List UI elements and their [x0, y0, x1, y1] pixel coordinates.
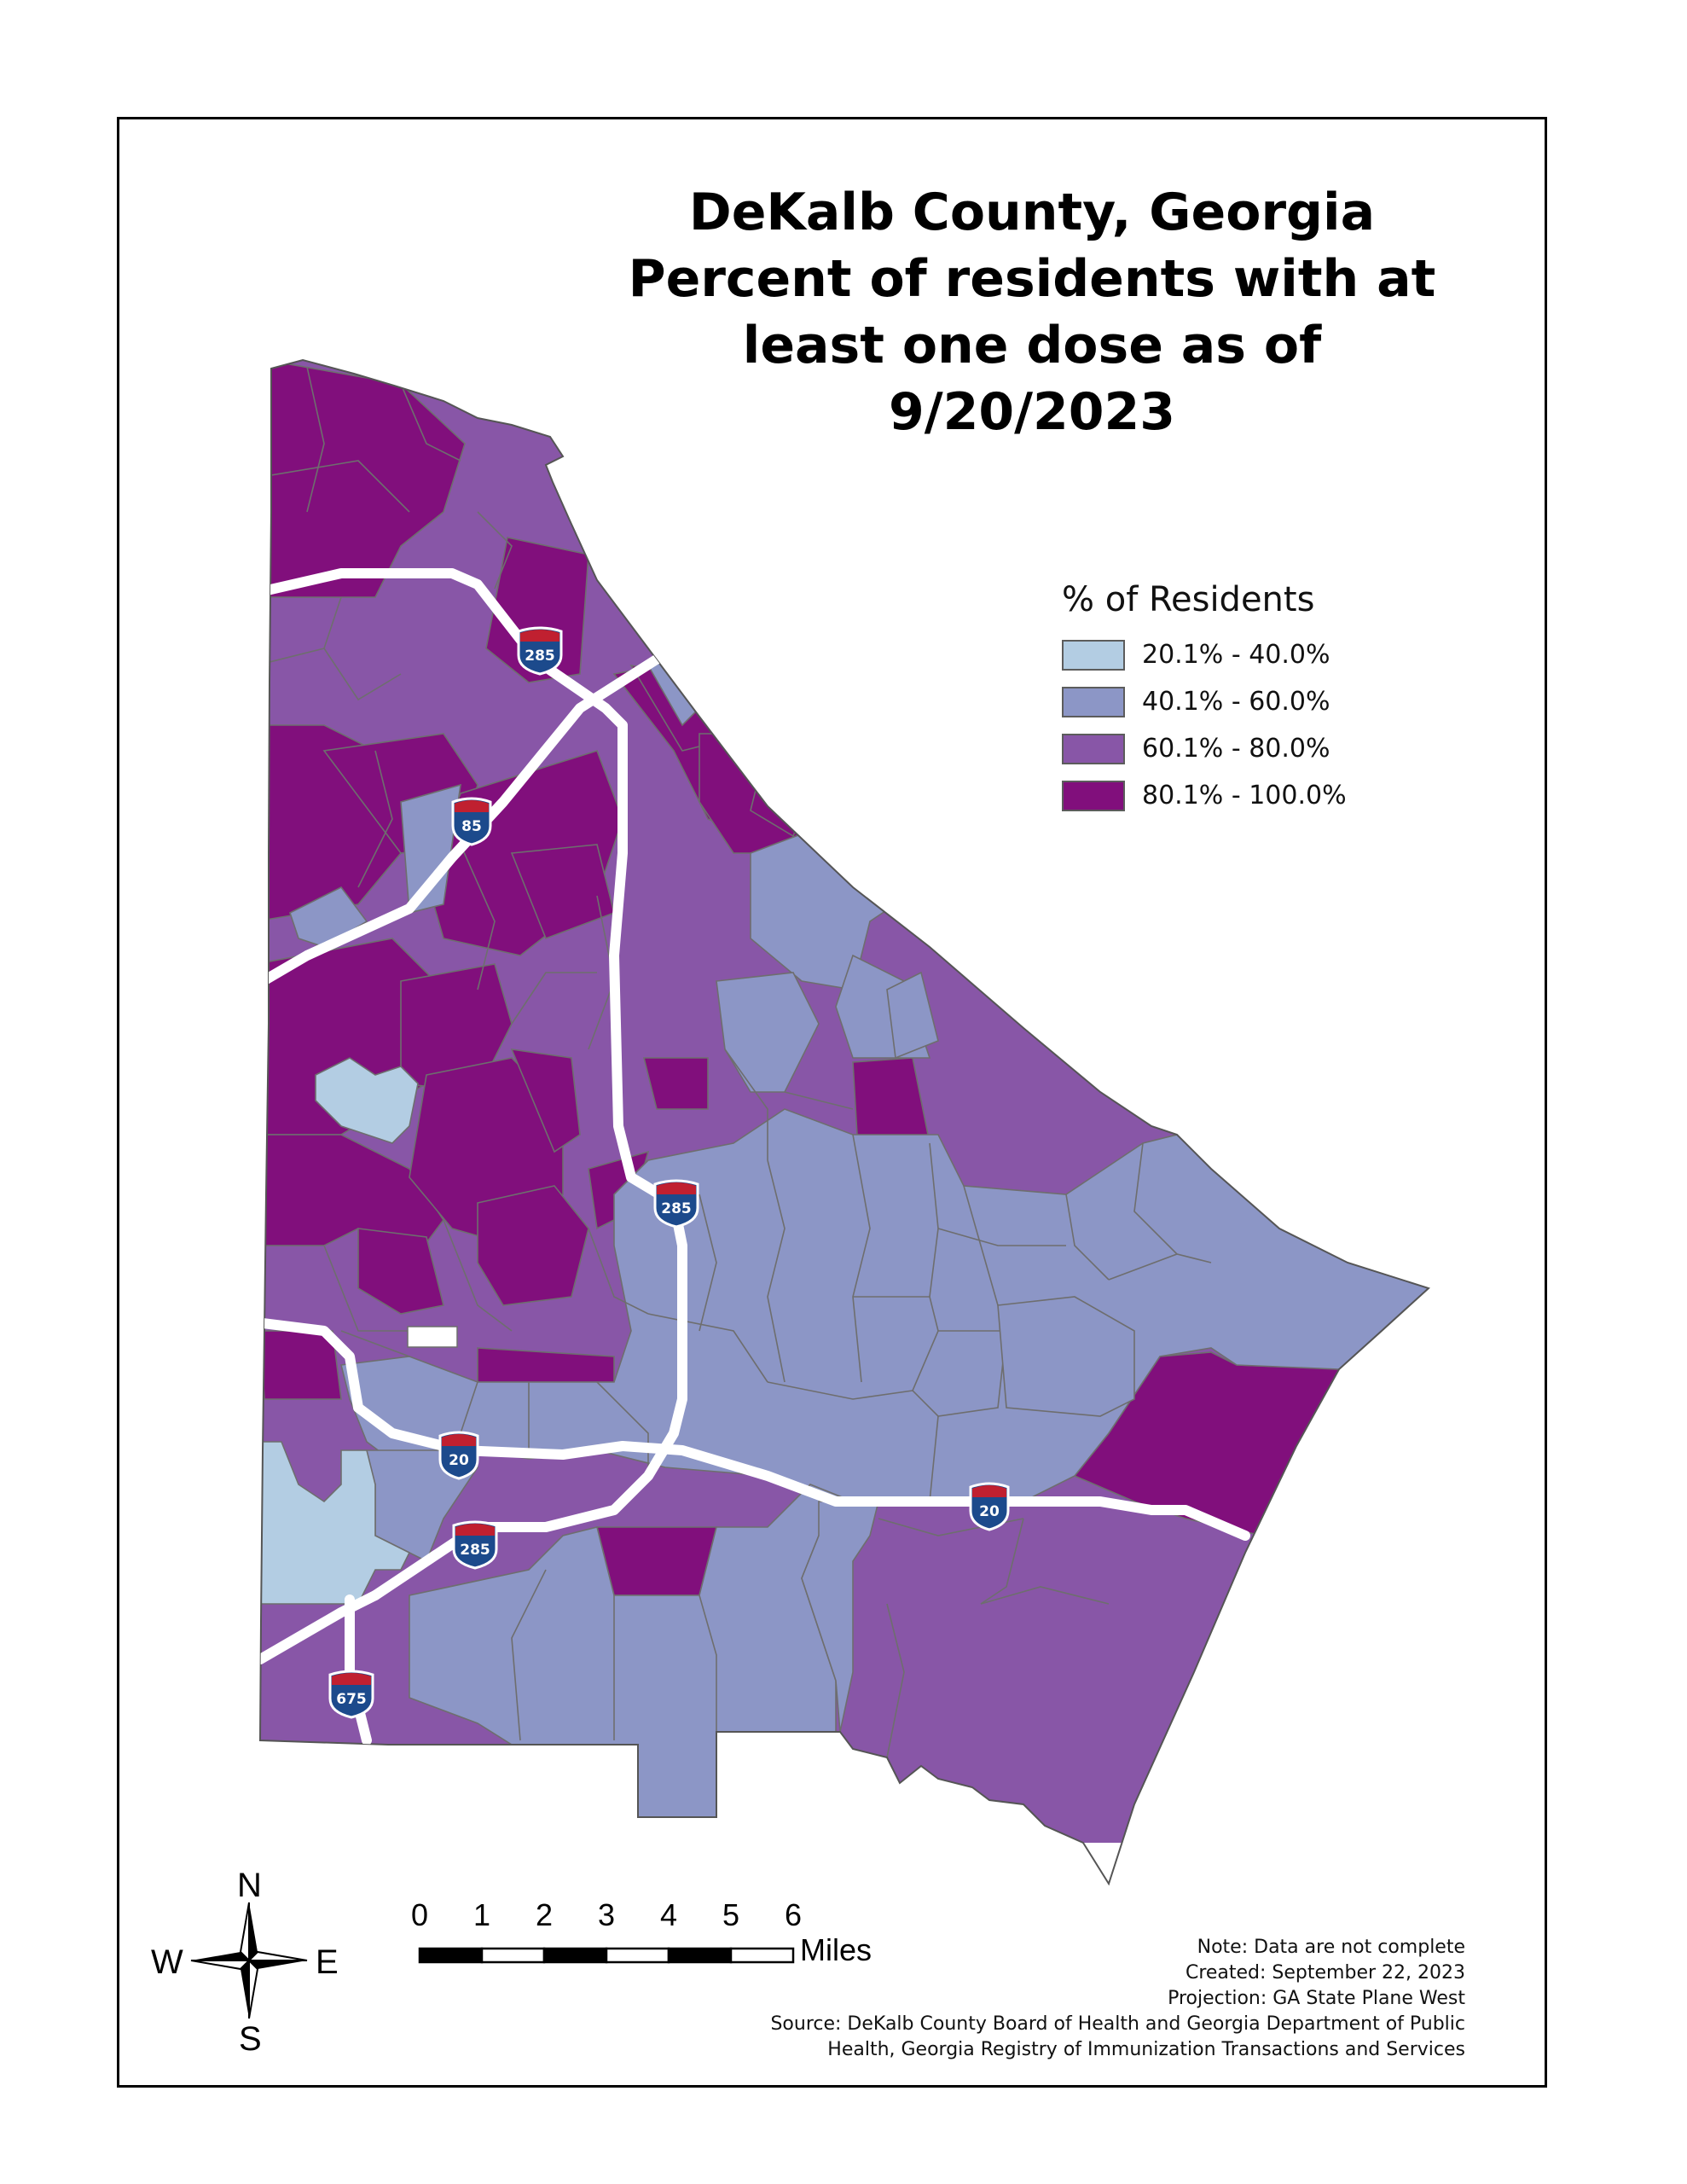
- legend-label: 80.1% - 100.0%: [1142, 781, 1347, 810]
- highway-i20: [260, 1317, 1250, 1541]
- scale-tick-label: 4: [659, 1897, 678, 1932]
- interstate-shield-icon: 285: [517, 626, 563, 676]
- unassigned-parcel: [407, 1326, 458, 1348]
- district-nw-dark-1: [260, 360, 466, 598]
- legend-item: 40.1% - 60.0%: [1062, 678, 1347, 725]
- legend-swatch: [1062, 780, 1125, 811]
- highway-i285-south: [260, 1590, 380, 1664]
- compass-south-label: S: [239, 2020, 262, 2058]
- district-c-dark-12: [510, 1048, 581, 1153]
- scale-tick-label: 3: [597, 1897, 616, 1932]
- interstate-number: 20: [449, 1452, 469, 1469]
- legend-label: 20.1% - 40.0%: [1142, 640, 1330, 670]
- legend-swatch: [1062, 733, 1125, 764]
- interstate-shield-icon: 285: [452, 1520, 498, 1570]
- interstate-number: 285: [661, 1200, 692, 1217]
- title-line-3: least one dose as of: [742, 316, 1322, 375]
- interstate-shield-icon: 675: [328, 1670, 374, 1719]
- north-arrow-icon: [190, 1902, 308, 2019]
- interstate-number: 20: [979, 1503, 1000, 1520]
- interstate-number: 285: [460, 1542, 490, 1559]
- compass-north-label: N: [237, 1867, 262, 1904]
- interstate-number: 285: [525, 648, 555, 665]
- highway-i285-east: [370, 1198, 687, 1600]
- projection-line: Projection: GA State Plane West: [1168, 1988, 1465, 2009]
- source-line-2: Health, Georgia Registry of Immunization…: [827, 2039, 1465, 2060]
- scale-tick-label: 2: [535, 1897, 554, 1932]
- district-nw-mid-4: [400, 783, 461, 915]
- district-w-light-1: [315, 1057, 419, 1144]
- district-c-dark-13: [477, 1185, 589, 1306]
- district-c-dark-14: [357, 1228, 444, 1315]
- title-line-1: DeKalb County, Georgia: [688, 183, 1376, 242]
- compass-east-label: E: [316, 1943, 339, 1981]
- legend-item: 60.1% - 80.0%: [1062, 725, 1347, 772]
- district-e-mid-13: [997, 1296, 1135, 1417]
- scale-tick-label: 5: [722, 1897, 740, 1932]
- district-sw-light-2: [260, 1441, 411, 1605]
- scale-tick-label: 1: [472, 1897, 491, 1932]
- scale-bar: [418, 1947, 795, 1964]
- district-s-mid-11: [801, 1501, 880, 1733]
- interstate-shield-icon: 285: [653, 1179, 699, 1228]
- map-legend: % of Residents 20.1% - 40.0% 40.1% - 60.…: [1062, 580, 1347, 819]
- legend-label: 40.1% - 60.0%: [1142, 687, 1330, 717]
- district-e-mid-12: [912, 1330, 1007, 1417]
- highway-i85: [260, 643, 679, 990]
- scale-units: Miles: [800, 1932, 872, 1967]
- title-line-2: Percent of residents with at: [628, 249, 1436, 309]
- interstate-number: 675: [336, 1691, 367, 1708]
- legend-swatch: [1062, 686, 1125, 717]
- interstate-shield-icon: 20: [969, 1482, 1010, 1531]
- interstate-number: 85: [461, 818, 482, 835]
- interstate-shield-icon: 85: [451, 797, 492, 846]
- legend-item: 20.1% - 40.0%: [1062, 631, 1347, 678]
- district-c-dark-19: [642, 1057, 709, 1110]
- highway-shields: 285 85 285 20 285 20 675: [328, 626, 1010, 1719]
- legend-item: 80.1% - 100.0%: [1062, 772, 1347, 819]
- district-e-mid-7: [886, 971, 939, 1060]
- highway-i285-north: [260, 568, 679, 1208]
- created-line: Created: September 22, 2023: [1185, 1962, 1465, 1984]
- legend-title: % of Residents: [1062, 580, 1315, 619]
- map-notes: Note: Data are not complete Created: Sep…: [770, 1935, 1465, 2063]
- scale-tick-label: 0: [410, 1897, 429, 1932]
- map-title: DeKalb County, Georgia Percent of reside…: [597, 179, 1467, 445]
- interstate-shield-icon: 20: [438, 1431, 479, 1480]
- compass-west-label: W: [151, 1943, 183, 1981]
- note-line: Note: Data are not complete: [1197, 1937, 1465, 1958]
- legend-label: 60.1% - 80.0%: [1142, 734, 1330, 764]
- title-line-4: 9/20/2023: [888, 382, 1176, 442]
- source-line-1: Source: DeKalb County Board of Health an…: [770, 2013, 1465, 2035]
- scale-tick-label: 6: [784, 1897, 803, 1932]
- district-s-dark-22: [595, 1526, 718, 1596]
- legend-swatch: [1062, 639, 1125, 671]
